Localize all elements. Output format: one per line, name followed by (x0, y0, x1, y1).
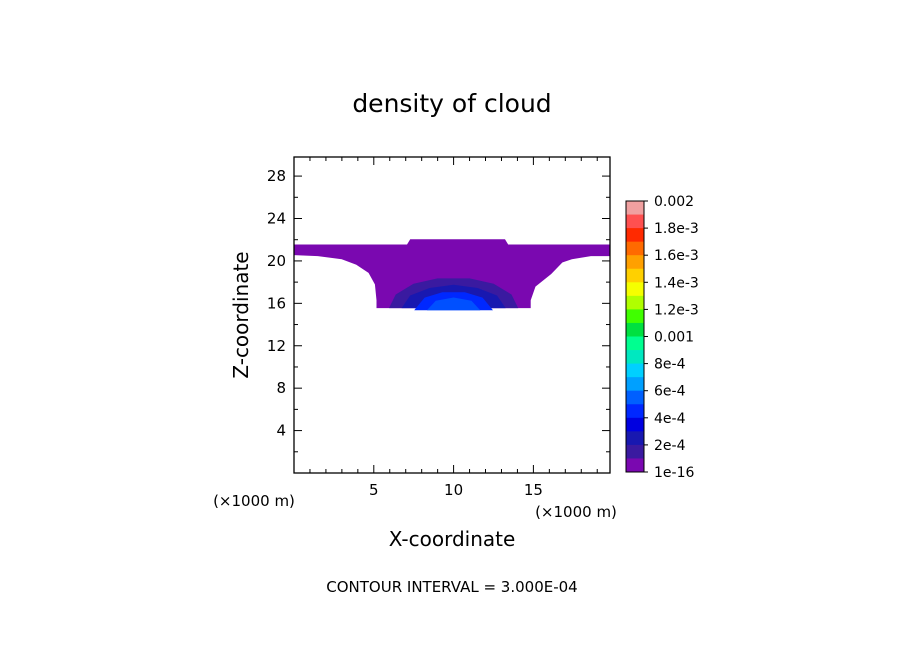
colorbar-swatch (626, 390, 644, 405)
colorbar-swatch (626, 214, 644, 229)
colorbar-label: 1.8e-3 (654, 221, 699, 237)
colorbar (625, 200, 648, 473)
colorbar-label: 1.4e-3 (654, 275, 699, 291)
colorbar-swatch (626, 404, 644, 419)
colorbar-swatch (626, 295, 644, 310)
x-tick-label: 10 (444, 481, 463, 499)
colorbar-swatch (626, 228, 644, 243)
colorbar-swatch (626, 444, 644, 459)
colorbar-label: 2e-4 (654, 438, 686, 454)
axis-ticks (294, 157, 610, 473)
y-tick-label: 24 (267, 210, 286, 228)
x-axis-unit: (×1000 m) (213, 492, 295, 510)
x-tick-labels: 5 10 15 (369, 481, 543, 499)
y-tick-label: 8 (276, 379, 286, 397)
y-tick-label: 28 (267, 167, 286, 185)
colorbar-label: 1.6e-3 (654, 248, 699, 264)
colorbar-swatch (626, 241, 644, 256)
colorbar-swatch (626, 255, 644, 270)
colorbar-label: 1.2e-3 (654, 302, 699, 318)
contour-region-outer (294, 239, 610, 309)
y-tick-labels: 4 8 12 16 20 24 28 (267, 167, 286, 439)
x-axis-label: X-coordinate (389, 527, 516, 551)
colorbar-swatch (626, 336, 644, 351)
y-tick-label: 4 (276, 422, 286, 440)
colorbar-swatch (626, 201, 644, 215)
colorbar-swatch (626, 282, 644, 297)
colorbar-label: 0.002 (654, 194, 694, 210)
x-tick-label: 15 (524, 481, 543, 499)
y-tick-label: 20 (267, 252, 286, 270)
colorbar-swatch (626, 377, 644, 392)
y-tick-label: 16 (267, 294, 286, 312)
colorbar-swatch (626, 363, 644, 378)
y-tick-label: 12 (267, 337, 286, 355)
colorbar-label: 0.001 (654, 330, 694, 346)
colorbar-swatch (626, 322, 644, 337)
colorbar-label: 6e-4 (654, 384, 686, 400)
colorbar-swatch (626, 309, 644, 324)
y-axis-label: Z-coordinate (229, 251, 253, 378)
plot-frame (293, 156, 611, 474)
colorbar-swatch (626, 417, 644, 432)
colorbar-label: 8e-4 (654, 357, 686, 373)
contour-regions (294, 239, 610, 311)
colorbar-swatch (626, 431, 644, 446)
colorbar-swatch (626, 350, 644, 364)
y-axis-unit: (×1000 m) (535, 503, 617, 521)
colorbar-labels: 0.002 1.8e-3 1.6e-3 1.4e-3 1.2e-3 0.001 8e-4 6e… (654, 194, 699, 481)
colorbar-swatch (626, 268, 644, 283)
colorbar-label: 4e-4 (654, 411, 686, 427)
colorbar-label: 1e-16 (654, 465, 694, 481)
x-tick-label: 5 (369, 481, 379, 499)
chart-title: density of cloud (352, 89, 551, 118)
contour-region-inner-4 (426, 297, 481, 311)
colorbar-swatch (626, 458, 644, 473)
contour-interval-note: CONTOUR INTERVAL = 3.000E-04 (326, 578, 577, 596)
